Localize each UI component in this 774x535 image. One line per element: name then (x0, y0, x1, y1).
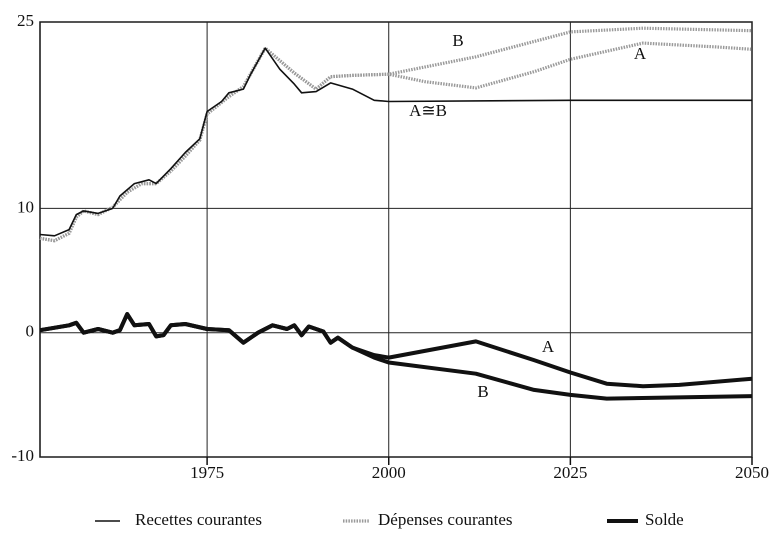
line-label: B (452, 31, 463, 50)
x-tick-label: 1975 (190, 463, 224, 482)
legend-label: Recettes courantes (135, 510, 262, 529)
y-tick-label: 25 (17, 11, 34, 30)
line-label: A (542, 337, 555, 356)
y-tick-label: 0 (26, 322, 35, 341)
line-label: A (634, 44, 647, 63)
line-label: A≅B (409, 101, 447, 120)
x-tick-label: 2025 (553, 463, 587, 482)
x-tick-label: 2050 (735, 463, 769, 482)
line-label: B (477, 382, 488, 401)
y-tick-label: 10 (17, 197, 34, 216)
legend-label: Dépenses courantes (378, 510, 513, 529)
series-line (39, 47, 752, 237)
y-tick-label: -10 (11, 446, 34, 465)
plot-frame (39, 21, 753, 458)
x-tick-label: 2000 (372, 463, 406, 482)
series-line (39, 312, 753, 401)
legend-label: Solde (645, 510, 684, 529)
